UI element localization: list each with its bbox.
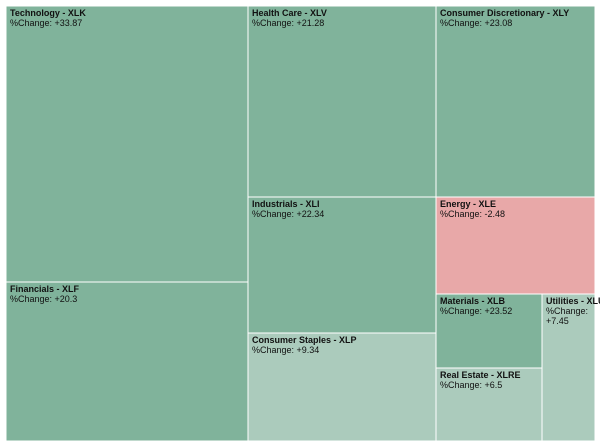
tile-label: Consumer Staples - XLP [252, 335, 357, 345]
tile-value: %Change: +21.28 [252, 18, 324, 28]
tile-value: %Change: +22.34 [252, 209, 324, 219]
tile-materials-xlb[interactable]: Materials - XLB%Change: +23.52 [435, 293, 543, 369]
tile-utilities-xlu[interactable]: Utilities - XLU%Change:+7.45 [541, 293, 600, 442]
tile-label: Industrials - XLI [252, 199, 320, 209]
tile-rect [435, 367, 543, 442]
tile-consumer-discretionary-xly[interactable]: Consumer Discretionary - XLY%Change: +23… [435, 5, 596, 198]
tile-rect [435, 196, 596, 295]
tile-rect [247, 196, 437, 334]
tile-label: Consumer Discretionary - XLY [440, 8, 569, 18]
tile-industrials-xli[interactable]: Industrials - XLI%Change: +22.34 [247, 196, 437, 334]
tile-rect [247, 332, 437, 442]
tile-value-label: %Change: [546, 306, 588, 316]
tile-label: Utilities - XLU [546, 296, 600, 306]
tile-value: %Change: +9.34 [252, 345, 319, 355]
tile-technology-xlk[interactable]: Technology - XLK%Change: +33.87 [5, 5, 249, 283]
tile-rect [541, 293, 596, 442]
tile-value: %Change: +33.87 [10, 18, 82, 28]
tile-value: %Change: +20.3 [10, 294, 77, 304]
tile-label: Energy - XLE [440, 199, 496, 209]
tile-value: %Change: +23.08 [440, 18, 512, 28]
tile-rect [435, 293, 543, 369]
tile-value: +7.45 [546, 316, 569, 326]
tile-rect [247, 5, 437, 198]
tile-rect [5, 281, 249, 442]
tile-health-care-xlv[interactable]: Health Care - XLV%Change: +21.28 [247, 5, 437, 198]
tile-value: %Change: +6.5 [440, 380, 502, 390]
tile-label: Health Care - XLV [252, 8, 327, 18]
tile-rect [435, 5, 596, 198]
tile-financials-xlf[interactable]: Financials - XLF%Change: +20.3 [5, 281, 249, 442]
tile-value: %Change: +23.52 [440, 306, 512, 316]
tile-value: %Change: -2.48 [440, 209, 505, 219]
tile-consumer-staples-xlp[interactable]: Consumer Staples - XLP%Change: +9.34 [247, 332, 437, 442]
tile-label: Financials - XLF [10, 284, 80, 294]
tile-label: Real Estate - XLRE [440, 370, 521, 380]
tile-label: Technology - XLK [10, 8, 86, 18]
tile-energy-xle[interactable]: Energy - XLE%Change: -2.48 [435, 196, 596, 295]
tile-label: Materials - XLB [440, 296, 506, 306]
tile-real-estate-xlre[interactable]: Real Estate - XLRE%Change: +6.5 [435, 367, 543, 442]
tile-rect [5, 5, 249, 283]
